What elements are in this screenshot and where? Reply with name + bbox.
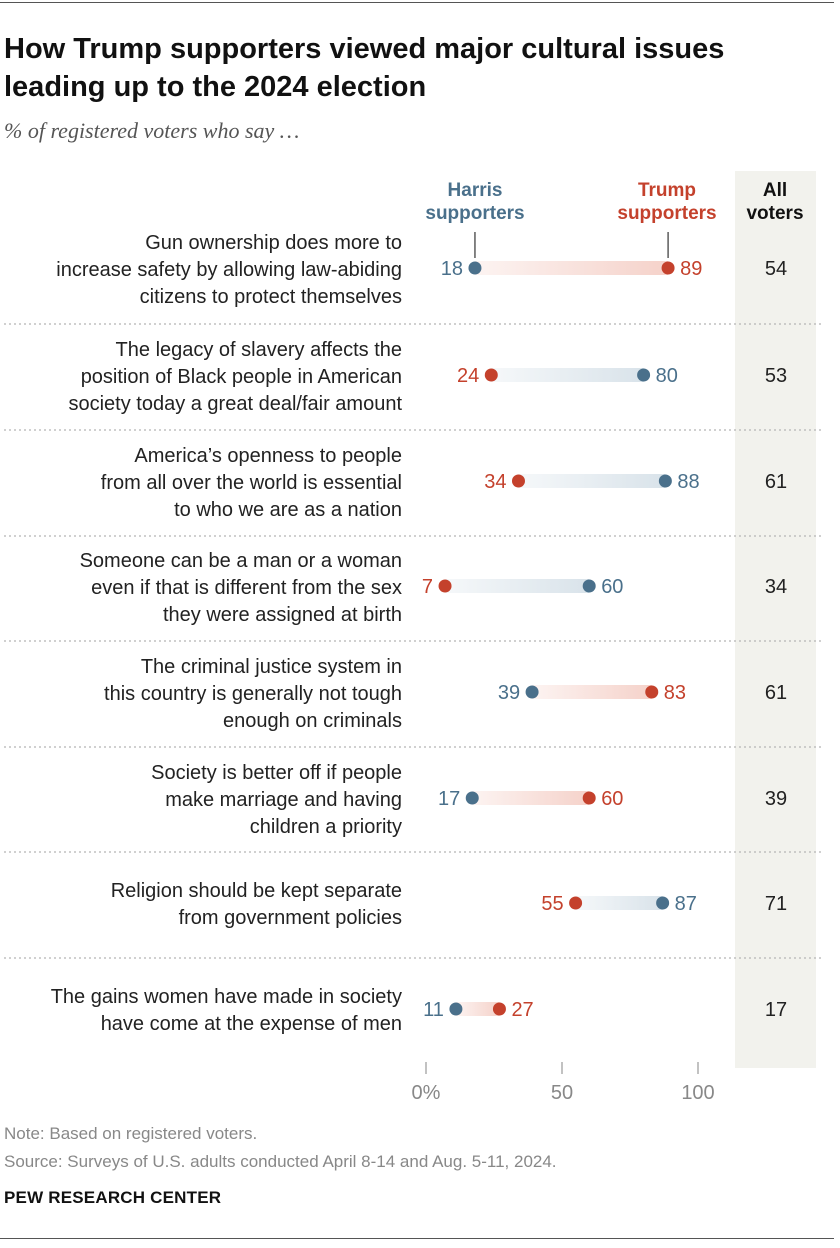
x-tick-label: 100 <box>681 1082 714 1104</box>
bottom-rule <box>0 1238 834 1239</box>
trump-dot <box>484 368 498 382</box>
row-label: America’s openness to people from all ove… <box>101 445 402 521</box>
all-voters-value: 53 <box>765 365 787 387</box>
all-voters-value: 34 <box>765 576 787 598</box>
harris-value-label: 60 <box>601 576 623 598</box>
trump-dot <box>492 1002 506 1016</box>
x-tick-label: 0% <box>412 1082 441 1104</box>
row-2: The legacy of slavery affects the positio… <box>4 339 824 431</box>
chart-note: Note: Based on registered voters. <box>4 1124 258 1143</box>
trump-dot <box>582 791 596 805</box>
row-label: The gains women have made in society have… <box>51 986 402 1035</box>
trump-dot <box>661 261 675 275</box>
harris-dot <box>465 791 479 805</box>
row-label: Someone can be a man or a woman even if t… <box>80 550 402 626</box>
trump-dot <box>645 685 659 699</box>
all-voters-column-background <box>735 171 816 1068</box>
harris-value-label: 18 <box>441 258 463 280</box>
harris-value-label: 39 <box>498 682 520 704</box>
chart-source: Source: Surveys of U.S. adults conducted… <box>4 1152 557 1171</box>
row-label: Religion should be kept separate from gov… <box>111 880 402 929</box>
harris-dot <box>656 896 670 910</box>
range-bar <box>532 685 652 699</box>
harris-value-label: 88 <box>677 471 699 493</box>
range-bar <box>472 791 590 805</box>
all-voters-value: 17 <box>765 999 787 1021</box>
legend-harris-supporters: Harris supporters <box>425 180 524 224</box>
all-voters-value: 61 <box>765 682 787 704</box>
harris-dot <box>525 685 539 699</box>
row-8: The gains women have made in society have… <box>51 986 787 1035</box>
row-6: Society is better off if people make marr… <box>4 762 824 853</box>
trump-value-label: 24 <box>457 365 479 387</box>
x-tick-label: 50 <box>551 1082 573 1104</box>
harris-dot <box>582 579 596 593</box>
range-bar <box>575 896 663 910</box>
chart-title: How Trump supporters viewed major cultur… <box>4 33 725 103</box>
harris-dot <box>449 1002 463 1016</box>
harris-dot <box>637 368 651 382</box>
row-4: Someone can be a man or a woman even if t… <box>4 550 824 642</box>
row-5: The criminal justice system in this count… <box>4 656 824 748</box>
chart-subtitle: % of registered voters who say … <box>4 118 300 143</box>
harris-value-label: 11 <box>423 999 444 1021</box>
harris-dot <box>658 474 672 488</box>
range-bar <box>518 474 666 488</box>
trump-value-label: 55 <box>541 893 563 915</box>
brand-name: PEW RESEARCH CENTER <box>4 1188 222 1207</box>
harris-dot <box>468 261 482 275</box>
trump-value-label: 83 <box>664 682 686 704</box>
trump-value-label: 34 <box>484 471 506 493</box>
row-label: The legacy of slavery affects the positio… <box>68 339 402 415</box>
row-3: America’s openness to people from all ove… <box>4 445 824 537</box>
range-bar <box>474 261 669 275</box>
trump-dot <box>511 474 525 488</box>
row-7: Religion should be kept separate from gov… <box>4 880 824 959</box>
trump-value-label: 89 <box>680 258 702 280</box>
harris-value-label: 80 <box>656 365 678 387</box>
all-voters-value: 71 <box>765 893 787 915</box>
row-label: Society is better off if people make marr… <box>151 762 402 838</box>
all-voters-value: 54 <box>765 258 787 280</box>
trump-value-label: 60 <box>601 788 623 810</box>
top-rule <box>0 2 834 3</box>
row-1: Gun ownership does more to increase safet… <box>4 232 824 325</box>
trump-dot <box>438 579 452 593</box>
all-voters-value: 39 <box>765 788 787 810</box>
row-label: Gun ownership does more to increase safet… <box>56 232 402 308</box>
trump-value-label: 7 <box>422 576 433 598</box>
all-voters-value: 61 <box>765 471 787 493</box>
row-label: The criminal justice system in this count… <box>104 656 402 732</box>
trump-value-label: 27 <box>511 999 533 1021</box>
range-bar <box>491 368 644 382</box>
legend-trump-supporters: Trump supporters <box>617 180 716 224</box>
range-bar <box>455 1002 500 1016</box>
legend-all-voters: All voters <box>746 180 803 224</box>
trump-dot <box>569 896 583 910</box>
harris-value-label: 87 <box>675 893 697 915</box>
harris-value-label: 17 <box>438 788 460 810</box>
range-bar <box>445 579 590 593</box>
